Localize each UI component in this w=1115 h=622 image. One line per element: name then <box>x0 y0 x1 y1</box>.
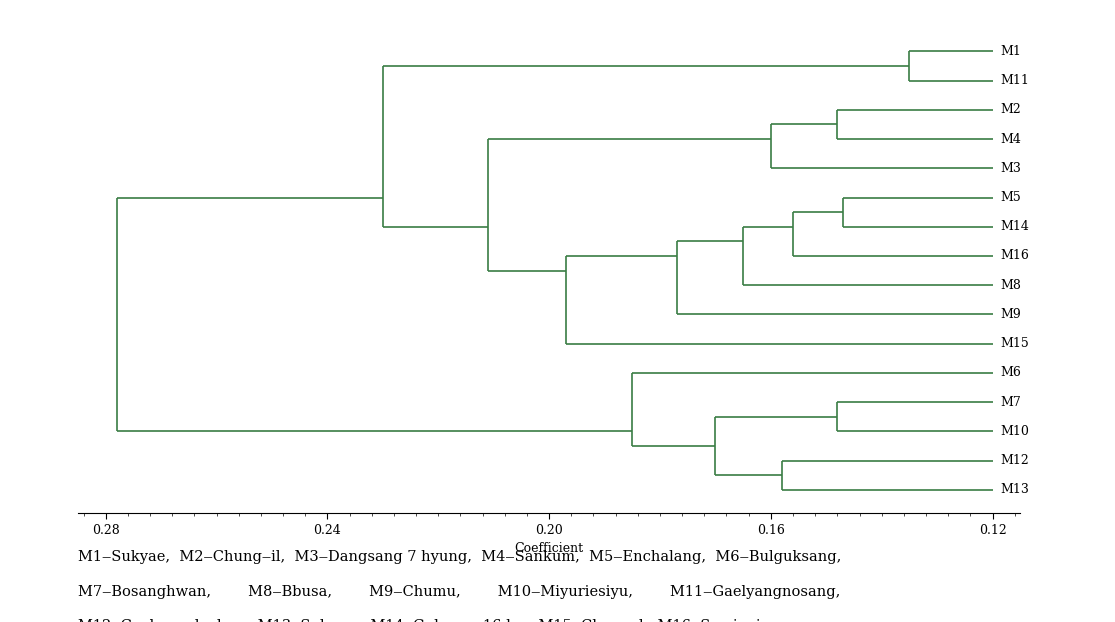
Text: M8: M8 <box>1001 279 1021 292</box>
X-axis label: Coefficient: Coefficient <box>515 542 583 555</box>
Text: M3: M3 <box>1001 162 1021 175</box>
Text: M4: M4 <box>1001 132 1021 146</box>
Text: M7: M7 <box>1001 396 1021 409</box>
Text: M11: M11 <box>1001 74 1029 87</box>
Text: M13: M13 <box>1001 483 1029 496</box>
Text: M15: M15 <box>1001 337 1029 350</box>
Text: M1: M1 <box>1001 45 1021 58</box>
Text: M16: M16 <box>1001 249 1029 262</box>
Text: M10: M10 <box>1001 425 1029 438</box>
Text: M6: M6 <box>1001 366 1021 379</box>
Text: M2: M2 <box>1001 103 1021 116</box>
Text: M12‒Gaelyangdaehae,  M13‒Sukang,  M14‒Guksang 16 ho,  M15‒Chungol,  M16‒Samjonjo: M12‒Gaelyangdaehae, M13‒Sukang, M14‒Guks… <box>78 619 813 622</box>
Text: M5: M5 <box>1001 191 1021 204</box>
Text: M1‒Sukyae,  M2‒Chung‒il,  M3‒Dangsang 7 hyung,  M4‒Sankum,  M5‒Enchalang,  M6‒Bu: M1‒Sukyae, M2‒Chung‒il, M3‒Dangsang 7 hy… <box>78 550 842 565</box>
Text: M12: M12 <box>1001 454 1029 467</box>
Text: M7‒Bosanghwan,        M8‒Bbusa,        M9‒Chumu,        M10‒Miyuriesiyu,        : M7‒Bosanghwan, M8‒Bbusa, M9‒Chumu, M10‒M… <box>78 585 841 599</box>
Text: M14: M14 <box>1001 220 1029 233</box>
Text: M9: M9 <box>1001 308 1021 321</box>
